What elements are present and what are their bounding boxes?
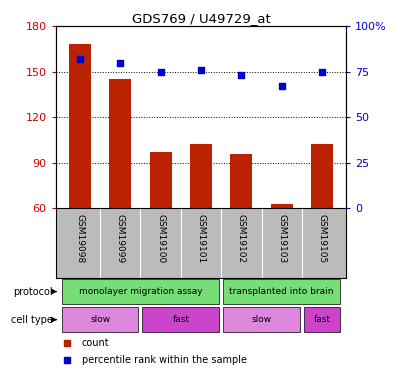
Point — [279, 83, 285, 89]
Point — [117, 60, 123, 66]
Point — [198, 67, 204, 73]
Bar — [62, 307, 139, 332]
Title: GDS769 / U49729_at: GDS769 / U49729_at — [132, 12, 270, 25]
Text: cell type: cell type — [11, 315, 53, 325]
Text: fast: fast — [314, 315, 331, 324]
Text: slow: slow — [252, 315, 271, 324]
Bar — [230, 154, 252, 208]
Text: GSM19100: GSM19100 — [156, 214, 165, 263]
Bar — [109, 79, 131, 208]
Text: protocol: protocol — [13, 286, 53, 297]
Bar — [271, 204, 293, 208]
Point — [77, 56, 83, 62]
Bar — [223, 279, 340, 304]
Text: GSM19103: GSM19103 — [277, 214, 286, 263]
Text: count: count — [82, 338, 109, 348]
Bar — [142, 307, 219, 332]
Text: GSM19105: GSM19105 — [318, 214, 326, 263]
Text: GSM19099: GSM19099 — [116, 214, 125, 263]
Text: GSM19098: GSM19098 — [76, 214, 84, 263]
Text: percentile rank within the sample: percentile rank within the sample — [82, 355, 247, 365]
Text: GSM19102: GSM19102 — [237, 214, 246, 263]
Point — [158, 69, 164, 75]
Bar — [150, 152, 172, 208]
Text: slow: slow — [90, 315, 110, 324]
Bar — [304, 307, 340, 332]
Point — [303, 247, 310, 253]
Bar — [311, 144, 333, 208]
Text: GSM19101: GSM19101 — [197, 214, 205, 263]
Bar — [223, 307, 300, 332]
Text: transplanted into brain: transplanted into brain — [229, 287, 334, 296]
Point — [238, 72, 244, 78]
Bar — [62, 279, 219, 304]
Text: monolayer migration assay: monolayer migration assay — [79, 287, 202, 296]
Point — [303, 94, 310, 100]
Point — [319, 69, 325, 75]
Bar — [190, 144, 212, 208]
Bar — [69, 44, 91, 208]
Text: fast: fast — [172, 315, 189, 324]
